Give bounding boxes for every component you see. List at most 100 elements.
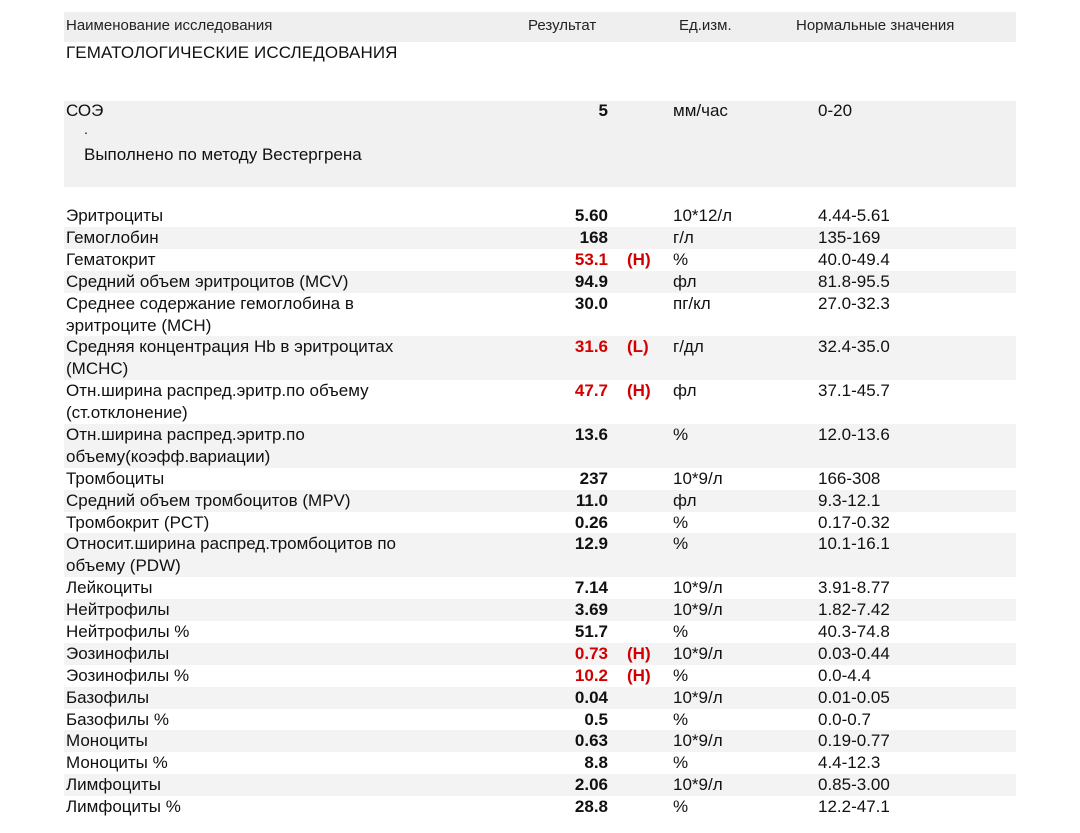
result-name: Лимфоциты % xyxy=(66,796,446,818)
header-unit: Ед.изм. xyxy=(679,17,732,34)
result-norm: 1.82-7.42 xyxy=(818,600,890,620)
result-name: Лимфоциты xyxy=(66,774,446,796)
result-value: 8.8 xyxy=(584,753,608,773)
result-name-line: Средняя концентрация Hb в эритроцитах xyxy=(66,337,394,357)
result-name: Эозинофилы xyxy=(66,643,446,665)
result-value: 51.7 xyxy=(574,622,608,641)
result-row: Средний объем тромбоцитов (MPV) 11.0 фл 9.3… xyxy=(64,489,1016,512)
result-unit: % xyxy=(673,709,689,729)
table-header-bar xyxy=(64,12,1016,42)
result-value: 0.04 xyxy=(574,687,608,707)
result-name-line: Лимфоциты % xyxy=(66,797,181,817)
result-row: Среднее содержание гемоглобина в эритроци… xyxy=(64,293,1016,337)
result-norm: 0.0-0.7 xyxy=(818,709,871,729)
result-value: 11.0 xyxy=(575,490,608,510)
result-row: Тромбокрит (PCT) 0.26% 0.17-0.32 xyxy=(64,512,1016,534)
header-result: Результат xyxy=(528,17,597,34)
result-norm: 4.4-12.3 xyxy=(818,753,881,773)
result-norm: 0.03-0.44 xyxy=(818,643,890,663)
result-name-line: (ст.отклонение) xyxy=(66,403,188,423)
result-value: 47.7 xyxy=(574,381,608,401)
result-norm: 0.0-4.4 xyxy=(818,665,871,685)
soe-value: 5 xyxy=(598,101,608,120)
result-norm: 10.1-16.1 xyxy=(818,534,890,554)
soe-name: СОЭ xyxy=(66,101,104,120)
result-row: Нейтрофилы % 51.7% 40.3-74.8 xyxy=(64,621,1016,643)
result-norm: 0.85-3.00 xyxy=(818,775,890,795)
section-title: ГЕМАТОЛОГИЧЕСКИЕ ИССЛЕДОВАНИЯ xyxy=(66,43,398,62)
result-name-line: Нейтрофилы xyxy=(66,600,170,620)
result-row: Отн.ширина распред.эритр.по объему (ст.от… xyxy=(64,380,1016,424)
result-row: Гематокрит 53.1 (H)% 40.0-49.4 xyxy=(64,249,1016,271)
results-table: Эритроциты 5.60 10*12/л 4.44-5.61 Гемоглобин… xyxy=(64,205,1016,818)
result-name: Лейкоциты xyxy=(66,577,446,599)
result-row: Эозинофилы % 10.2 (H)% 0.0-4.4 xyxy=(64,665,1016,687)
result-name-line: Эритроциты xyxy=(66,206,164,225)
result-value: 13.6 xyxy=(574,424,608,444)
result-value: 12.9 xyxy=(574,534,608,554)
result-name: Гемоглобин xyxy=(66,227,446,249)
result-flag: (H) xyxy=(627,665,651,685)
header-norm: Нормальные значения xyxy=(796,17,955,34)
result-name-line: Отн.ширина распред.эритр.по объему xyxy=(66,381,369,401)
result-name-line: Отн.ширина распред.эритр.по xyxy=(66,424,305,444)
result-value: 237 xyxy=(579,468,608,488)
result-name-line: Моноциты % xyxy=(66,753,168,773)
result-unit: % xyxy=(673,665,689,685)
result-name-line: Базофилы % xyxy=(66,709,169,729)
result-row: Моноциты 0.63 10*9/л 0.19-0.77 xyxy=(64,730,1016,753)
result-unit: % xyxy=(673,424,689,444)
result-name: Эритроциты xyxy=(66,205,446,227)
result-norm: 0.19-0.77 xyxy=(818,731,890,751)
result-name: Нейтрофилы xyxy=(66,599,446,621)
result-unit: % xyxy=(673,753,689,773)
result-name: Среднее содержание гемоглобина в эритроци… xyxy=(66,293,446,337)
result-unit: 10*9/л xyxy=(673,775,723,795)
result-name-line: Базофилы xyxy=(66,687,150,707)
result-row: Средняя концентрация Hb в эритроцитах (MC… xyxy=(64,336,1016,381)
result-name-line: Эозинофилы xyxy=(66,643,170,663)
result-value: 0.5 xyxy=(584,709,608,729)
result-row: Эритроциты 5.60 10*12/л 4.44-5.61 xyxy=(64,205,1016,227)
result-name: Гематокрит xyxy=(66,249,446,271)
result-row: Отн.ширина распред.эритр.по объему(коэфф.… xyxy=(64,423,1016,468)
result-value: 31.6 xyxy=(574,337,608,357)
result-value: 10.2 xyxy=(574,665,608,685)
result-unit: г/л xyxy=(673,227,694,247)
result-norm: 40.3-74.8 xyxy=(818,622,890,641)
result-norm: 135-169 xyxy=(818,227,881,247)
result-row: Средний объем эритроцитов (MCV) 94.9 фл 81.… xyxy=(64,270,1016,293)
soe-method-note: Выполнено по методу Вестергрена xyxy=(84,145,362,164)
result-unit: % xyxy=(673,797,689,817)
result-name-line: Моноциты xyxy=(66,731,148,751)
result-name: Базофилы xyxy=(66,687,446,709)
header-name: Наименование исследования xyxy=(66,17,273,34)
result-name: Тромбокрит (PCT) xyxy=(66,512,446,534)
result-name-line: объему(коэфф.вариации) xyxy=(66,446,271,466)
result-unit: 10*9/л xyxy=(673,687,723,707)
result-unit: 10*9/л xyxy=(673,600,723,620)
result-value: 3.69 xyxy=(574,600,608,620)
result-norm: 40.0-49.4 xyxy=(818,249,890,269)
soe-dot: . xyxy=(84,121,88,137)
result-name: Относит.ширина распред.тромбоцитов по объ… xyxy=(66,533,446,577)
result-name: Средний объем тромбоцитов (MPV) xyxy=(66,490,446,512)
result-norm: 166-308 xyxy=(818,468,881,488)
result-norm: 0.01-0.05 xyxy=(818,687,890,707)
result-unit: % xyxy=(673,534,689,554)
result-name: Средний объем эритроцитов (MCV) xyxy=(66,271,446,293)
result-name-line: объему (PDW) xyxy=(66,556,181,576)
result-name-line: Относит.ширина распред.тромбоцитов по xyxy=(66,534,396,554)
result-name-line: Гематокрит xyxy=(66,249,156,269)
result-flag: (H) xyxy=(627,643,651,663)
result-row: Эозинофилы 0.73 (H) 10*9/л 0.03-0.44 xyxy=(64,642,1016,665)
result-value: 2.06 xyxy=(574,775,608,795)
result-name-line: Нейтрофилы % xyxy=(66,622,190,641)
result-norm: 27.0-32.3 xyxy=(818,293,890,313)
result-name: Моноциты % xyxy=(66,752,446,774)
result-unit: 10*9/л xyxy=(673,468,723,488)
result-name: Базофилы % xyxy=(66,709,446,731)
result-name: Тромбоциты xyxy=(66,468,446,490)
result-name-line: Лимфоциты xyxy=(66,775,162,795)
result-unit: пг/кл xyxy=(673,293,711,313)
